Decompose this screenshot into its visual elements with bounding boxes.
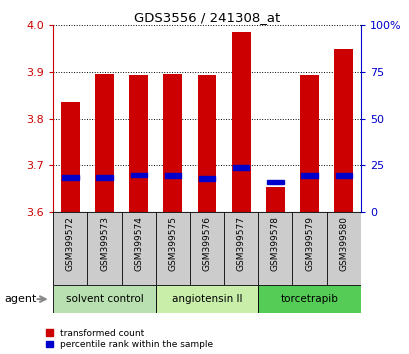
Text: solvent control: solvent control [65, 294, 143, 304]
Bar [326, 212, 360, 285]
Text: agent: agent [4, 294, 36, 304]
Bar [164, 173, 181, 178]
Bar [224, 212, 258, 285]
Bar [198, 176, 215, 181]
Bar [62, 175, 79, 179]
Text: GSM399580: GSM399580 [338, 216, 347, 271]
Bar [301, 173, 317, 178]
Bar [189, 212, 224, 285]
Bar [232, 166, 249, 170]
Bar [267, 179, 283, 184]
Bar [265, 187, 284, 212]
Bar [95, 74, 114, 212]
Text: GSM399575: GSM399575 [168, 216, 177, 271]
Legend: transformed count, percentile rank within the sample: transformed count, percentile rank withi… [45, 329, 213, 349]
Bar [53, 212, 87, 285]
Bar [258, 285, 360, 313]
Bar [163, 74, 182, 212]
Bar [231, 32, 250, 212]
Bar [258, 212, 292, 285]
Text: GSM399576: GSM399576 [202, 216, 211, 271]
Bar [61, 102, 80, 212]
Text: GSM399573: GSM399573 [100, 216, 109, 271]
Bar [335, 173, 351, 178]
Bar [333, 49, 352, 212]
Text: GSM399579: GSM399579 [304, 216, 313, 271]
Bar [129, 75, 148, 212]
Title: GDS3556 / 241308_at: GDS3556 / 241308_at [134, 11, 279, 24]
Bar [299, 75, 318, 212]
Bar [292, 212, 326, 285]
Text: GSM399578: GSM399578 [270, 216, 279, 271]
Bar [53, 285, 155, 313]
Bar [87, 212, 121, 285]
Bar [121, 212, 155, 285]
Text: GSM399574: GSM399574 [134, 216, 143, 271]
Bar [197, 75, 216, 212]
Bar [96, 175, 112, 179]
Bar [130, 172, 146, 177]
Text: GSM399572: GSM399572 [66, 216, 75, 271]
Bar [155, 285, 258, 313]
Text: torcetrapib: torcetrapib [280, 294, 338, 304]
Text: GSM399577: GSM399577 [236, 216, 245, 271]
Bar [155, 212, 189, 285]
Text: angiotensin II: angiotensin II [171, 294, 242, 304]
